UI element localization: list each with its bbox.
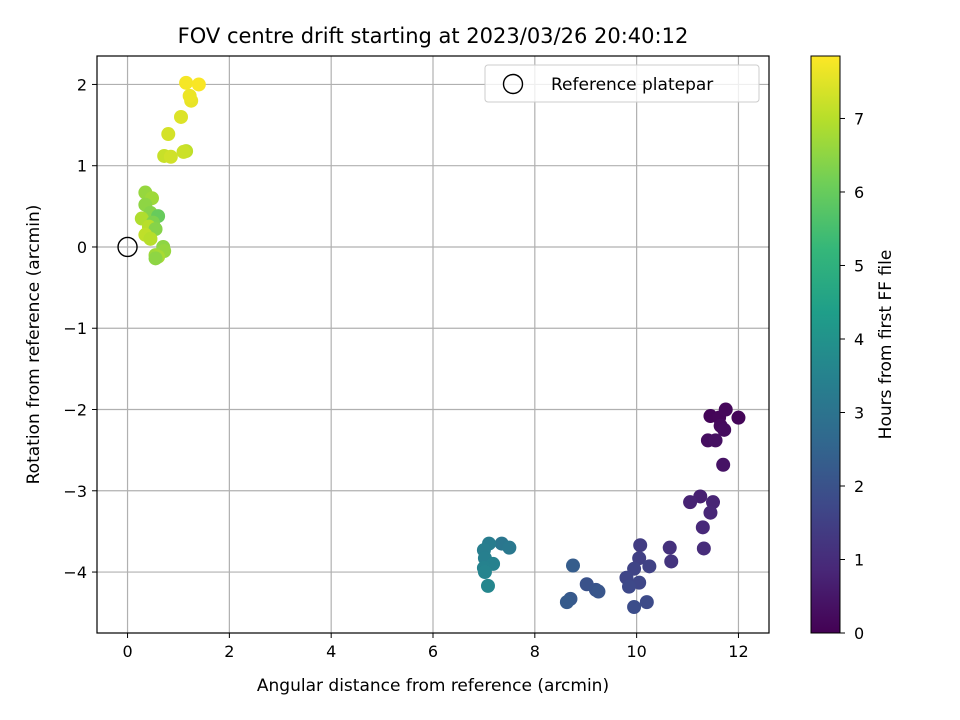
data-point [182,88,197,103]
colorbar-tick-label: 6 [854,183,864,202]
y-tick-label: 1 [77,157,87,176]
legend-box [484,64,760,103]
x-tick-label: 4 [326,642,336,661]
x-tick-label: 0 [122,642,132,661]
data-point [703,505,718,520]
data-point [622,579,636,594]
data-point [480,578,495,593]
data-point [502,540,517,555]
data-point [591,584,606,599]
colorbar-tick-label: 3 [854,403,864,422]
data-point [731,410,746,425]
legend-entry-reference: Reference platepar [551,75,713,95]
data-point [633,538,648,553]
colorbar-tick-label: 1 [854,550,864,569]
y-tick-label: 0 [77,238,87,257]
data-point [662,540,677,555]
data-point [148,251,163,266]
data-points [134,75,746,614]
colorbar-tick-label: 0 [854,624,864,643]
data-point [191,77,206,92]
colorbar-tick-label: 5 [854,256,864,275]
data-point [664,554,679,569]
data-point [632,551,647,566]
legend-marker-icon [502,73,524,95]
x-axis-ticks: 0 2 4 6 8 10 12 [122,633,749,661]
y-tick-label: −4 [63,563,87,582]
data-point [717,422,732,437]
reference-point-marker [117,236,138,258]
chart-title: FOV centre drift starting at 2023/03/26 … [178,24,689,48]
x-tick-label: 6 [428,642,438,661]
y-tick-label: −1 [63,319,87,338]
data-point [706,495,720,510]
data-point [143,231,158,246]
colorbar-tick-label: 2 [854,477,864,496]
data-point [179,75,194,90]
x-tick-label: 10 [626,642,646,661]
legend: Reference platepar [484,64,760,103]
data-point [642,559,657,574]
data-point [566,558,580,573]
data-point [161,127,176,142]
data-point [696,541,711,556]
data-point [477,565,492,580]
data-point [176,144,191,159]
y-tick-label: 2 [77,75,87,94]
data-point [716,457,731,472]
x-tick-label: 2 [224,642,234,661]
data-point [559,595,574,610]
colorbar-label: Hours from first FF file [876,250,896,440]
colorbar-ticks: 0 1 2 3 4 5 6 7 [840,109,864,643]
data-point [174,109,188,124]
y-tick-label: −3 [63,482,87,501]
data-point [708,433,723,448]
x-tick-label: 8 [530,642,540,661]
colorbar-tick-label: 7 [854,109,864,128]
data-point [627,599,642,614]
data-point [693,489,708,504]
data-point [695,520,710,535]
colorbar-tick-label: 4 [854,330,864,349]
y-axis-ticks: −4 −3 −2 −1 0 1 2 [63,75,97,582]
y-axis-label: Rotation from reference (arcmin) [24,205,44,485]
colorbar [810,55,841,634]
data-point [683,495,698,510]
data-point [639,595,654,610]
y-tick-label: −2 [63,401,87,420]
data-point [163,149,178,164]
reference-marker-group [117,236,138,258]
data-point [718,402,733,417]
x-axis-label: Angular distance from reference (arcmin) [257,676,609,696]
x-tick-label: 12 [728,642,748,661]
